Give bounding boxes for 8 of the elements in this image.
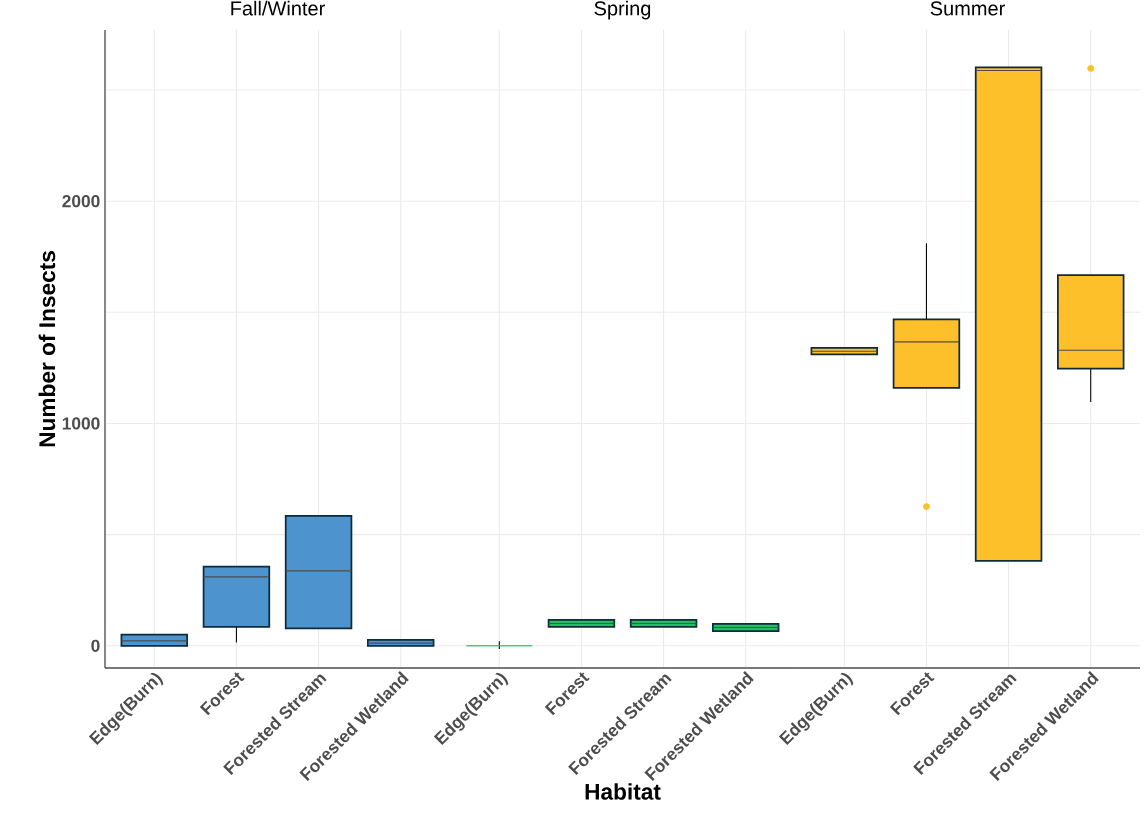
chart-title: Spring <box>594 0 651 20</box>
y-tick-label: 1000 <box>62 417 100 430</box>
y-tick-label: 0 <box>91 639 100 652</box>
chart-title: Summer <box>930 1 1005 16</box>
chart-title: Fall/Winter <box>231 0 325 16</box>
x-axis-title: Habitat <box>585 783 661 800</box>
y-axis-title: Number of Insects <box>38 251 56 447</box>
y-tick-label: 2000 <box>62 195 100 208</box>
